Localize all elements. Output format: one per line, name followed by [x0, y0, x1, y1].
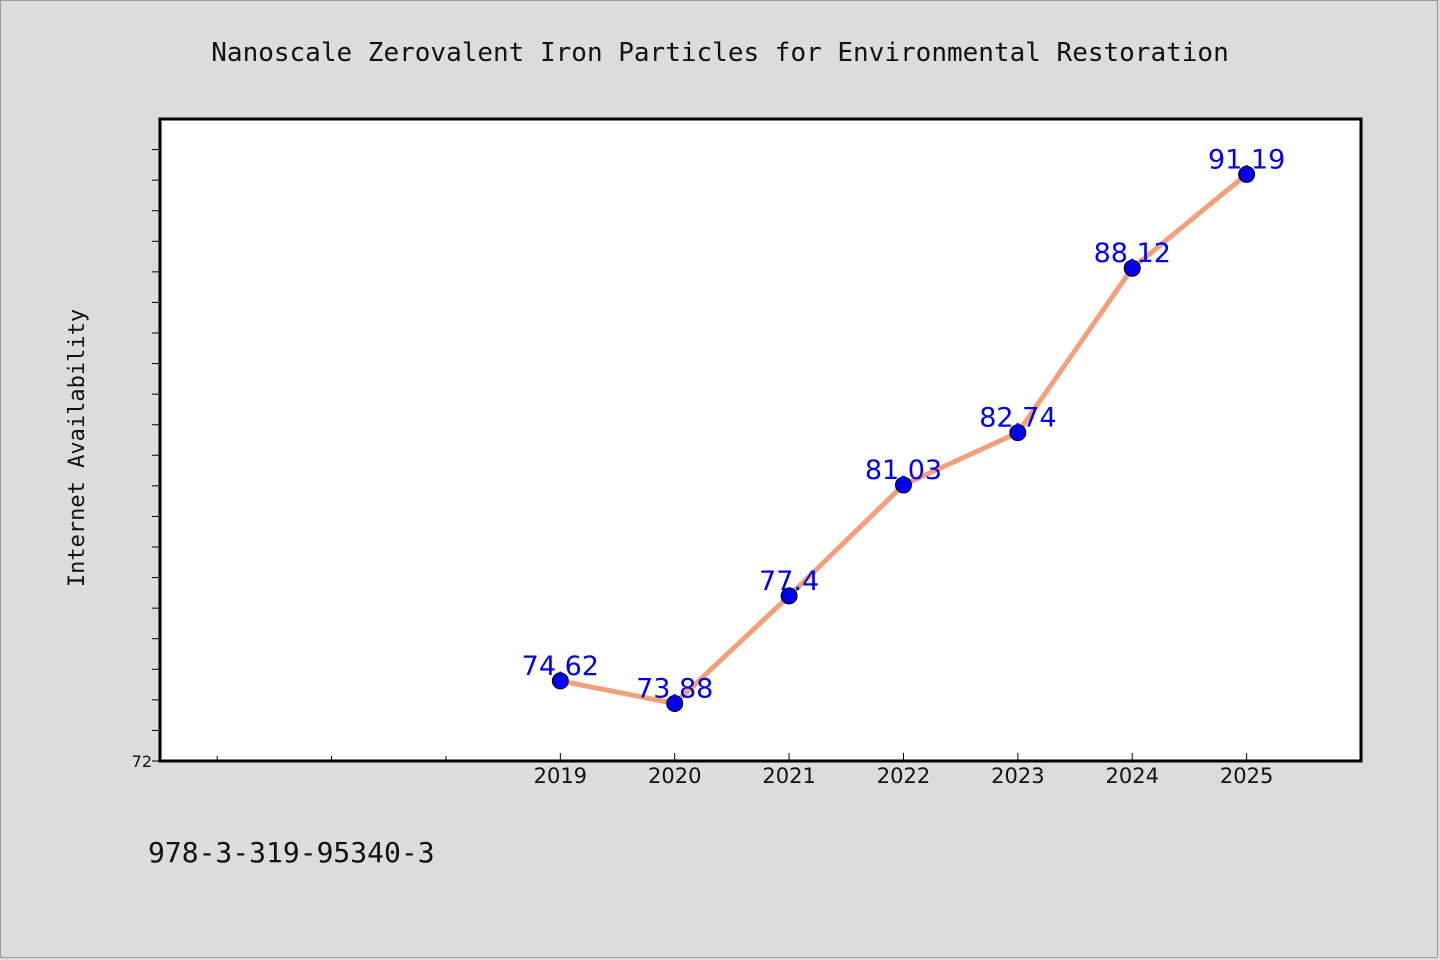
data-point [1009, 424, 1027, 442]
data-label: 77.4 [759, 566, 819, 597]
chart-title: Nanoscale Zerovalent Iron Particles for … [211, 38, 1228, 68]
data-point [894, 476, 912, 494]
plot-area [158, 117, 1363, 763]
data-point [780, 587, 798, 605]
data-label: 88.12 [1094, 238, 1171, 269]
x-tick-label: 2019 [534, 764, 587, 788]
x-tick-label: 2025 [1220, 764, 1273, 788]
series-layer: 74.62 73.88 77.4 81.03 82.74 88.12 91.19 [522, 144, 1285, 713]
isbn-footer: 978-3-319-95340-3 [148, 836, 435, 869]
data-label: 82.74 [979, 403, 1056, 434]
y-tick-label: 72 [132, 752, 152, 771]
x-tick-label: 2024 [1106, 764, 1159, 788]
data-point [551, 672, 569, 690]
x-tick-label: 2022 [877, 764, 930, 788]
x-axis-ticks: 2019 2020 2021 2022 2023 2024 2025 [216, 753, 1273, 788]
data-point [1123, 259, 1141, 277]
y-axis-ticks: 72 [132, 149, 160, 771]
y-axis-label: Internet Availability [65, 309, 90, 587]
data-label: 91.19 [1208, 144, 1285, 175]
x-tick-label: 2021 [762, 764, 815, 788]
data-point [666, 695, 684, 713]
data-label: 73.88 [636, 674, 713, 705]
data-label: 74.62 [522, 651, 599, 682]
x-tick-label: 2023 [991, 764, 1044, 788]
data-point [1238, 165, 1256, 183]
data-label: 81.03 [865, 455, 942, 486]
x-tick-label: 2020 [648, 764, 701, 788]
